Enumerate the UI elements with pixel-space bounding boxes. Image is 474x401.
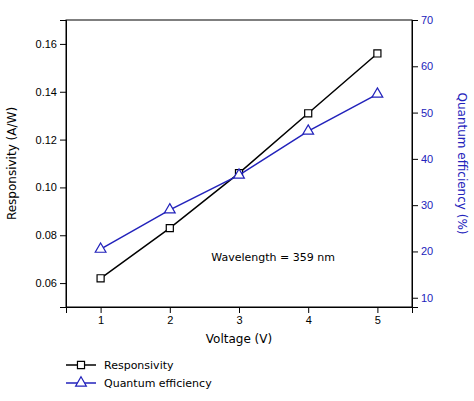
tick: 10 [412,292,433,304]
tick-label: 3 [236,314,242,326]
tick-mark [60,140,66,141]
tick-label: 50 [421,107,433,119]
tick-label: 70 [421,14,433,26]
tick: 3 [236,307,242,326]
tick-label: 1 [98,314,104,326]
legend: Responsivity Quantum efficiency [66,359,212,390]
tick-label: 30 [421,199,433,211]
tick-label: 0.14 [36,86,57,98]
tick-mark [412,20,418,21]
tick-mark [60,92,66,93]
tick: 0.16 [36,38,66,50]
tick-mark [60,187,66,188]
plot-area: 1 2 3 4 5 0.06 0.08 0.10 0.12 0.14 0.16 10 20 30 40 50 6… [5,14,469,390]
series-line [101,94,378,249]
tick-mark [412,66,418,67]
tick: 70 [412,14,433,26]
point [303,125,314,134]
point [166,225,173,232]
tick-mark [308,307,309,313]
tick-label: 0.12 [36,134,57,146]
axis-domain [413,21,419,308]
tick: 4 [306,307,312,326]
tick-mark [412,159,418,160]
tick-mark [239,307,240,313]
tick-label: 5 [375,314,381,326]
axis-yticks: 0.06 0.08 0.10 0.12 0.14 0.16 [36,21,67,308]
axis-xticks: 1 2 3 4 5 [67,307,413,326]
series [97,50,381,282]
point [372,88,383,97]
tick: 30 [412,199,433,211]
tick: 1 [98,307,104,326]
tick-mark [60,44,66,45]
legend-marker [77,361,84,368]
tick: 2 [167,307,173,326]
series-line [101,53,378,278]
tick-mark [412,298,418,299]
tick: 0.12 [36,134,66,146]
point [97,275,104,282]
y-axis-title: Responsivity (A/W) [5,107,19,220]
legend-label: Quantum efficiency [104,377,212,390]
point [234,169,245,178]
tick: 50 [412,107,433,119]
tick: 40 [412,153,433,165]
axis-domain [67,308,413,314]
tick-mark [101,307,102,313]
tick-mark [377,307,378,313]
y2-axis-title: Quantum efficiency (%) [455,92,469,234]
point [305,110,312,117]
axis-domain [60,21,67,308]
tick-label: 60 [421,60,433,72]
x-axis-title: Voltage (V) [206,332,272,346]
legend-item: Responsivity [66,359,174,372]
point [374,50,381,57]
tick-mark [60,283,66,284]
axis-y2ticks: 10 20 30 40 50 60 70 [412,14,433,307]
tick-mark [170,307,171,313]
point [164,204,175,213]
tick-label: 4 [306,314,312,326]
plot-frame [66,20,412,307]
tick: 60 [412,60,433,72]
marks [95,50,383,282]
tick: 0.10 [36,181,66,193]
tick-label: 10 [421,292,433,304]
tick: 0.14 [36,86,66,98]
legend-marker [76,377,87,386]
tick-label: 40 [421,153,433,165]
tick-label: 0.10 [36,181,57,193]
tick-mark [60,235,66,236]
annotation: Wavelength = 359 nm [211,251,335,264]
tick-label: 2 [167,314,173,326]
series [95,88,383,252]
point [95,243,106,252]
tick-label: 0.16 [36,38,57,50]
tick: 5 [375,307,381,326]
tick-label: 0.08 [36,229,57,241]
tick: 0.08 [36,229,66,241]
tick: 0.06 [36,277,66,289]
legend-label: Responsivity [104,359,174,372]
tick-mark [412,113,418,114]
chart: 1 2 3 4 5 0.06 0.08 0.10 0.12 0.14 0.16 10 20 30 40 50 6… [0,0,474,401]
tick: 20 [412,245,433,257]
tick-mark [412,205,418,206]
tick-label: 0.06 [36,277,57,289]
tick-label: 20 [421,245,433,257]
tick-mark [412,251,418,252]
legend-item: Quantum efficiency [66,377,212,390]
